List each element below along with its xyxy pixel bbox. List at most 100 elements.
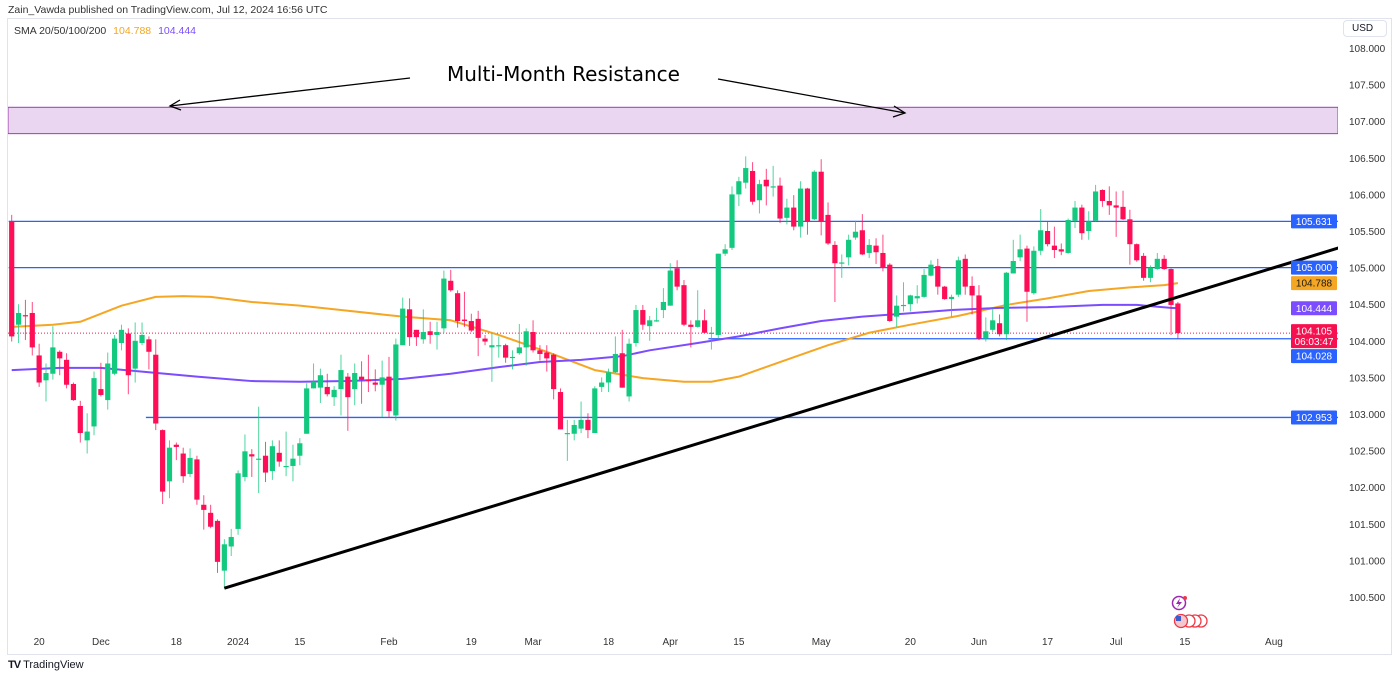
candle-body[interactable] (70, 383, 77, 401)
candle-body[interactable] (983, 331, 989, 339)
candle-body[interactable] (393, 344, 399, 416)
candle-body[interactable] (708, 332, 715, 334)
candle-body[interactable] (352, 373, 358, 390)
candle-body[interactable] (859, 230, 865, 255)
candle-body[interactable] (269, 446, 275, 472)
candle-body[interactable] (153, 354, 159, 424)
candle-body[interactable] (921, 274, 927, 297)
candle-body[interactable] (420, 332, 426, 340)
candle-body[interactable] (77, 405, 83, 434)
candle-body[interactable] (784, 207, 790, 218)
candle-body[interactable] (1161, 258, 1167, 270)
candle-body[interactable] (256, 458, 262, 460)
candle-body[interactable] (537, 350, 543, 354)
candle-body[interactable] (516, 347, 522, 354)
candle-body[interactable] (1113, 205, 1119, 208)
candle-body[interactable] (798, 188, 804, 227)
candle-body[interactable] (839, 262, 845, 264)
candle-body[interactable] (791, 207, 797, 227)
candle-body[interactable] (187, 457, 193, 475)
candle-body[interactable] (400, 308, 406, 346)
candle-body[interactable] (1017, 249, 1023, 258)
candle-body[interactable] (489, 345, 495, 348)
candle-body[interactable] (475, 318, 481, 338)
candle-body[interactable] (139, 334, 145, 343)
candle-body[interactable] (509, 356, 516, 359)
candle-body[interactable] (91, 378, 97, 427)
candle-body[interactable] (317, 375, 323, 388)
candle-body[interactable] (338, 370, 344, 390)
events-icons[interactable] (1171, 595, 1208, 629)
candle-body[interactable] (1065, 220, 1071, 253)
candle-body[interactable] (948, 296, 955, 300)
candle-body[interactable] (43, 373, 49, 381)
candle-body[interactable] (365, 379, 372, 382)
candle-body[interactable] (907, 295, 913, 305)
candle-body[interactable] (112, 338, 118, 374)
candle-body[interactable] (1051, 245, 1058, 251)
candle-body[interactable] (722, 249, 728, 254)
candle-body[interactable] (1003, 272, 1009, 335)
candle-body[interactable] (544, 352, 550, 359)
candle-body[interactable] (1168, 269, 1174, 305)
candle-body[interactable] (647, 320, 653, 327)
candle-body[interactable] (811, 171, 817, 220)
candle-body[interactable] (331, 389, 337, 398)
candle-body[interactable] (873, 245, 879, 253)
candle-body[interactable] (372, 382, 378, 385)
candle-body[interactable] (626, 343, 632, 397)
candle-body[interactable] (942, 286, 948, 300)
candle-body[interactable] (15, 312, 22, 325)
candle-body[interactable] (729, 194, 735, 248)
candle-body[interactable] (427, 331, 433, 335)
candle-body[interactable] (290, 458, 296, 466)
candle-body[interactable] (653, 320, 660, 322)
candle-body[interactable] (36, 355, 42, 383)
candle-body[interactable] (1024, 248, 1030, 292)
candle-body[interactable] (358, 376, 365, 380)
candle-body[interactable] (612, 353, 618, 373)
candle-body[interactable] (749, 170, 756, 202)
candle-body[interactable] (564, 433, 570, 435)
candle-body[interactable] (640, 310, 646, 325)
candle-body[interactable] (770, 186, 776, 188)
candle-body[interactable] (585, 419, 591, 431)
candle-body[interactable] (667, 270, 673, 306)
candle-body[interactable] (736, 181, 742, 195)
candle-body[interactable] (1141, 255, 1147, 278)
candle-body[interactable] (132, 340, 138, 369)
candle-body[interactable] (743, 168, 749, 183)
candle-body[interactable] (894, 305, 900, 317)
candle-body[interactable] (818, 171, 824, 222)
candle-body[interactable] (482, 338, 488, 342)
candle-body[interactable] (674, 268, 680, 287)
candle-body[interactable] (715, 253, 721, 335)
candle-body[interactable] (681, 285, 687, 325)
candle-body[interactable] (756, 184, 763, 201)
candle-body[interactable] (928, 264, 934, 276)
candle-body[interactable] (84, 431, 90, 441)
candle-body[interactable] (523, 331, 529, 348)
candle-body[interactable] (208, 512, 214, 527)
us-flag-icon[interactable] (1173, 613, 1208, 629)
candle-body[interactable] (1106, 200, 1112, 206)
candle-body[interactable] (695, 320, 701, 327)
candle-body[interactable] (242, 451, 248, 477)
candle-body[interactable] (688, 324, 694, 327)
candle-body[interactable] (180, 453, 186, 477)
candle-body[interactable] (448, 280, 454, 291)
candle-body[interactable] (1031, 250, 1037, 294)
candle-body[interactable] (22, 315, 29, 317)
candle-body[interactable] (434, 332, 440, 335)
candle-body[interactable] (571, 424, 577, 434)
candle-body[interactable] (413, 329, 420, 338)
candle-body[interactable] (118, 329, 125, 343)
candle-body[interactable] (557, 392, 564, 430)
candle-body[interactable] (105, 363, 111, 401)
candle-body[interactable] (996, 323, 1003, 335)
price-axis[interactable]: 100.500 101.000 101.500 102.000 102.500 103.0… (1349, 44, 1386, 604)
candle-body[interactable] (701, 320, 708, 333)
candle-body[interactable] (955, 260, 961, 295)
candle-body[interactable] (297, 443, 303, 456)
